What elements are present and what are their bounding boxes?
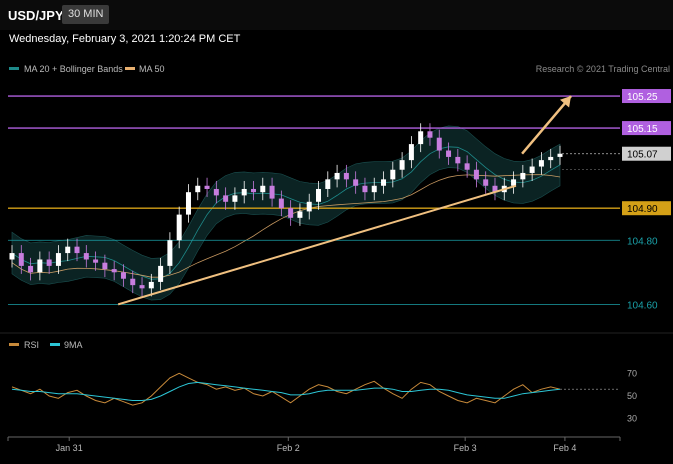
candle-body bbox=[408, 144, 414, 161]
candle-body bbox=[325, 179, 331, 189]
candle-body bbox=[223, 195, 229, 202]
candle-body bbox=[548, 156, 554, 161]
current-price-label: 105.07 bbox=[627, 150, 658, 161]
copyright-label: Research © 2021 Trading Central bbox=[536, 64, 670, 74]
level-tag-0 bbox=[622, 89, 671, 104]
candle-body bbox=[353, 179, 359, 186]
candle-body bbox=[473, 169, 479, 180]
ma50-line bbox=[11, 174, 561, 278]
projection-arrow-shaft bbox=[521, 95, 572, 155]
candle-body bbox=[418, 131, 424, 145]
candle-body bbox=[65, 246, 71, 254]
candle-body bbox=[204, 185, 210, 189]
legend-label-ma50: MA 50 bbox=[139, 64, 165, 74]
chart-header: USD/JPY 30 MIN bbox=[0, 0, 673, 30]
candle-body bbox=[185, 192, 191, 215]
candle-body bbox=[130, 278, 136, 286]
rsi-legend-swatch bbox=[9, 343, 19, 346]
candle-body bbox=[55, 253, 61, 266]
legend-swatch-bollinger bbox=[9, 67, 19, 70]
candle-body bbox=[483, 179, 489, 186]
candle-body bbox=[529, 166, 535, 173]
rsi-ma-line bbox=[11, 381, 561, 401]
candle-body bbox=[334, 172, 340, 180]
candle-body bbox=[511, 179, 517, 186]
level-label-3: 104.80 bbox=[627, 236, 658, 247]
rsi-ma-legend-label: 9MA bbox=[64, 340, 83, 350]
trend-line bbox=[117, 184, 517, 306]
candle-body bbox=[158, 265, 164, 282]
ma20-line bbox=[11, 146, 561, 280]
rsi-tick-30: 30 bbox=[627, 414, 637, 424]
candle-body bbox=[399, 160, 405, 170]
candle-body bbox=[83, 253, 89, 260]
candle-body bbox=[455, 156, 461, 164]
candle-body bbox=[306, 201, 312, 212]
candle-body bbox=[195, 185, 201, 193]
candle-body bbox=[520, 172, 526, 180]
x-tick-label: Feb 4 bbox=[553, 443, 576, 453]
candle-body bbox=[74, 246, 80, 254]
candle-body bbox=[446, 150, 452, 157]
candle-body bbox=[232, 195, 238, 202]
bollinger-band-area bbox=[11, 125, 561, 301]
candle-body bbox=[436, 137, 442, 151]
rsi-ma-legend-swatch bbox=[50, 343, 60, 346]
datetime-label: Wednesday, February 3, 2021 1:20:24 PM C… bbox=[9, 33, 241, 45]
candle-body bbox=[250, 188, 256, 193]
level-label-1: 105.15 bbox=[627, 124, 658, 135]
x-tick-label: Feb 3 bbox=[454, 443, 477, 453]
candle-body bbox=[9, 253, 15, 260]
candle-body bbox=[46, 259, 52, 266]
level-label-2: 104.90 bbox=[627, 204, 658, 215]
candle-body bbox=[37, 259, 43, 273]
candle-body bbox=[343, 172, 349, 180]
candle-body bbox=[102, 262, 108, 270]
candle-body bbox=[93, 259, 99, 263]
candle-body bbox=[362, 185, 368, 193]
candle-body bbox=[28, 265, 34, 273]
candle-body bbox=[176, 214, 182, 241]
candle-body bbox=[167, 240, 173, 266]
candle-body bbox=[139, 285, 145, 289]
candle-body bbox=[278, 198, 284, 209]
candle-body bbox=[288, 208, 294, 218]
candle-body bbox=[18, 253, 24, 266]
candle-body bbox=[464, 163, 470, 170]
candle-body bbox=[538, 160, 544, 167]
candle-body bbox=[120, 272, 126, 279]
candle-body bbox=[381, 179, 387, 186]
x-tick-label: Jan 31 bbox=[56, 443, 83, 453]
candle-body bbox=[148, 281, 154, 289]
candle-body bbox=[427, 131, 433, 138]
legend-label-bollinger: MA 20 + Bollinger Bands bbox=[24, 64, 123, 74]
candle-body bbox=[316, 188, 322, 202]
level-tag-2 bbox=[622, 201, 671, 216]
rsi-tick-50: 50 bbox=[627, 391, 637, 401]
rsi-legend-label: RSI bbox=[24, 340, 39, 350]
rsi-line bbox=[11, 372, 561, 406]
legend-swatch-ma50 bbox=[125, 67, 135, 70]
candle-body bbox=[371, 185, 377, 193]
current-price-tag bbox=[622, 146, 671, 161]
level-tag-1 bbox=[622, 121, 671, 136]
candle-body bbox=[297, 211, 303, 218]
candle-body bbox=[492, 185, 498, 193]
candle-body bbox=[111, 269, 117, 273]
candle-body bbox=[390, 169, 396, 180]
rsi-tick-70: 70 bbox=[627, 368, 637, 378]
candle-body bbox=[260, 185, 266, 193]
candle-body bbox=[241, 188, 247, 196]
candle-body bbox=[557, 153, 563, 157]
candle-body bbox=[269, 185, 275, 199]
candle-body bbox=[213, 188, 219, 196]
symbol-title: USD/JPY bbox=[8, 8, 64, 23]
projection-arrow-head bbox=[560, 96, 571, 108]
x-tick-label: Feb 2 bbox=[277, 443, 300, 453]
timeframe-badge[interactable]: 30 MIN bbox=[62, 5, 110, 24]
level-label-0: 105.25 bbox=[627, 92, 658, 103]
level-label-4: 104.60 bbox=[627, 300, 658, 311]
